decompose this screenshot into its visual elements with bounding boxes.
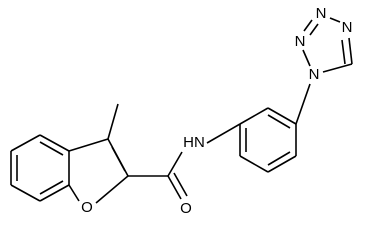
atom-label: HN bbox=[183, 134, 205, 151]
atom-label: N bbox=[342, 19, 353, 36]
atom-label: N bbox=[309, 66, 320, 83]
bonds bbox=[10, 17, 353, 204]
atom-label: N bbox=[316, 5, 327, 22]
atom-label: O bbox=[81, 199, 93, 216]
molecule-diagram: N N N N HN O O bbox=[10, 5, 353, 217]
atom-label: O bbox=[180, 200, 192, 217]
atom-labels: N N N N HN O O bbox=[81, 5, 352, 217]
atom-label: N bbox=[295, 33, 306, 50]
